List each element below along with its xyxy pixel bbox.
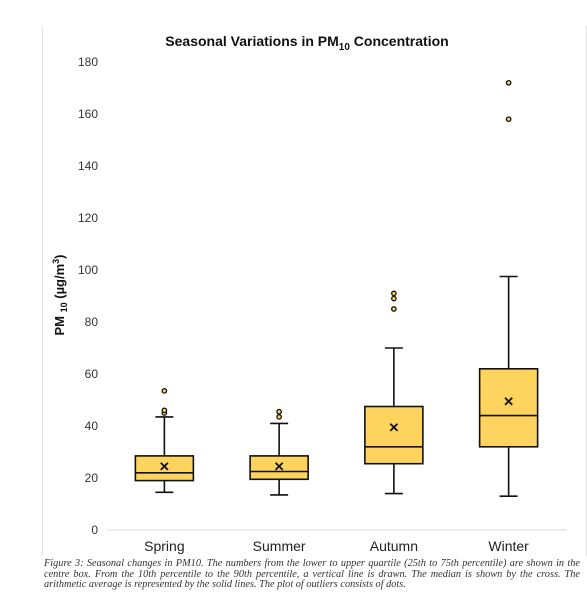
iqr-box	[134, 455, 195, 482]
y-tick-label: 80	[85, 315, 99, 329]
outlier-point	[391, 306, 397, 312]
outlier-point	[391, 290, 397, 297]
iqr-box	[364, 405, 424, 465]
box-summer	[249, 408, 309, 496]
x-tick-label: Winter	[488, 538, 529, 554]
boxes-group	[134, 79, 539, 498]
y-tick-label: 100	[78, 263, 98, 277]
outlier-point	[161, 388, 168, 394]
figure-caption: Figure 3: Seasonal changes in PM10. The …	[44, 558, 580, 591]
box-plot-chart: Seasonal Variations in PM10 Concentratio…	[51, 33, 566, 554]
outlier-point	[161, 407, 168, 414]
iqr-box	[249, 455, 309, 481]
x-tick-label: Autumn	[370, 538, 418, 554]
chart-title: Seasonal Variations in PM10 Concentratio…	[165, 33, 448, 53]
y-axis-ticks: 0 20 40 60 80 100 120 140 160 180	[78, 55, 98, 537]
y-tick-label: 0	[91, 523, 98, 537]
outlier-point	[505, 116, 512, 123]
outlier-point	[505, 79, 512, 86]
mean-marker	[389, 423, 399, 432]
x-axis-labels: Spring Summer Autumn Winter	[144, 538, 529, 554]
box-autumn	[364, 290, 424, 495]
y-tick-label: 160	[78, 107, 98, 121]
y-tick-label: 20	[85, 471, 99, 485]
box-spring	[134, 388, 195, 494]
x-tick-label: Summer	[253, 538, 306, 554]
x-tick-label: Spring	[144, 538, 184, 554]
y-tick-label: 120	[78, 211, 98, 225]
outlier-point	[276, 408, 282, 415]
y-tick-label: 140	[78, 159, 98, 173]
mean-marker-stroke	[389, 423, 399, 432]
mean-marker	[274, 462, 284, 471]
y-tick-label: 60	[85, 367, 99, 381]
y-axis-label: PM 10 (µg/m3)	[51, 254, 69, 335]
y-tick-label: 40	[85, 419, 99, 433]
mean-marker-stroke	[274, 462, 284, 471]
mean-marker-stroke	[504, 397, 513, 406]
y-tick-label: 180	[78, 55, 98, 69]
outlier-point	[391, 295, 397, 302]
mean-marker-stroke	[160, 462, 169, 471]
outlier-point	[276, 414, 282, 420]
mean-marker	[160, 462, 169, 471]
mean-marker	[504, 397, 513, 406]
iqr-box	[478, 367, 539, 448]
box-winter	[478, 79, 539, 498]
